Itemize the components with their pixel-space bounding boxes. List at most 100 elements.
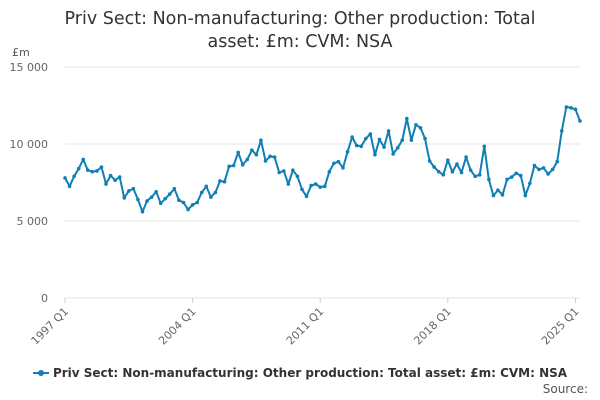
data-point[interactable] [295,174,300,179]
data-point[interactable] [286,182,291,186]
data-point[interactable] [277,170,282,175]
data-point[interactable] [131,186,136,191]
data-point[interactable] [108,173,113,178]
data-point[interactable] [487,177,491,182]
data-point[interactable] [281,169,286,173]
data-point[interactable] [496,188,500,192]
data-point[interactable] [213,190,218,195]
data-point[interactable] [359,144,364,149]
legend-item[interactable]: Priv Sect: Non-manufacturing: Other prod… [32,366,567,380]
data-point[interactable] [441,173,446,177]
data-point[interactable] [446,158,450,162]
data-point[interactable] [227,164,231,169]
data-point[interactable] [67,184,72,189]
data-point[interactable] [450,169,455,174]
data-point[interactable] [409,138,414,142]
data-point[interactable] [505,177,509,182]
data-point[interactable] [432,165,436,169]
data-point[interactable] [268,154,272,159]
data-point[interactable] [455,162,459,166]
data-point[interactable] [186,207,190,212]
data-point[interactable] [209,195,213,199]
data-point[interactable] [136,197,140,202]
data-point[interactable] [418,126,423,130]
data-point[interactable] [518,173,523,178]
data-point[interactable] [341,166,345,170]
data-point[interactable] [304,194,309,199]
data-point[interactable] [400,138,405,142]
data-point[interactable] [523,193,528,198]
data-point[interactable] [236,150,240,155]
data-point[interactable] [313,182,318,186]
data-point[interactable] [145,199,149,203]
data-point[interactable] [514,171,518,176]
data-point[interactable] [291,168,295,172]
data-point[interactable] [528,181,532,186]
data-point[interactable] [240,162,245,167]
data-point[interactable] [117,175,122,179]
data-point[interactable] [199,190,204,195]
data-point[interactable] [555,159,560,164]
data-point[interactable] [190,203,195,207]
data-point[interactable] [386,129,391,133]
data-point[interactable] [573,107,578,112]
data-point[interactable] [564,105,569,109]
data-point[interactable] [85,168,90,172]
data-point[interactable] [482,144,487,149]
data-point[interactable] [63,176,67,180]
data-point[interactable] [373,152,377,157]
data-point[interactable] [436,169,441,174]
data-point[interactable] [491,193,496,198]
data-point[interactable] [95,169,99,173]
data-point[interactable] [546,172,550,176]
data-point[interactable] [509,175,514,179]
data-point[interactable] [559,129,564,133]
data-point[interactable] [363,136,368,141]
data-point[interactable] [477,173,482,177]
data-point[interactable] [345,149,350,154]
data-point[interactable] [500,193,505,197]
data-point[interactable] [245,157,250,162]
data-point[interactable] [322,184,327,189]
data-point[interactable] [90,169,95,174]
data-point[interactable] [218,179,222,183]
data-point[interactable] [195,200,199,205]
data-point[interactable] [263,159,268,163]
data-point[interactable] [113,178,117,182]
data-point[interactable] [578,119,582,123]
data-point[interactable] [231,163,236,168]
data-point[interactable] [127,189,131,193]
data-point[interactable] [272,155,277,159]
data-point[interactable] [414,122,418,127]
data-point[interactable] [259,138,263,142]
data-point[interactable] [181,200,186,205]
data-point[interactable] [99,165,104,169]
data-point[interactable] [541,166,546,170]
data-point[interactable] [427,159,432,163]
data-point[interactable] [459,170,464,175]
data-point[interactable] [332,161,336,166]
data-point[interactable] [81,157,86,162]
data-point[interactable] [168,192,172,196]
data-point[interactable] [222,179,227,184]
data-point[interactable] [149,195,154,199]
data-point[interactable] [204,184,209,189]
data-point[interactable] [468,168,473,172]
data-point[interactable] [309,183,313,188]
data-point[interactable] [300,187,304,192]
data-point[interactable] [172,186,177,191]
data-point[interactable] [104,182,108,186]
data-point[interactable] [354,143,359,148]
data-point[interactable] [318,185,323,189]
data-point[interactable] [569,106,573,110]
data-point[interactable] [72,174,76,179]
data-point[interactable] [76,166,81,171]
data-point[interactable] [154,189,158,194]
data-point[interactable] [163,196,168,201]
data-point[interactable] [377,137,382,142]
data-point[interactable] [405,116,409,121]
data-point[interactable] [177,198,181,203]
legend[interactable]: Priv Sect: Non-manufacturing: Other prod… [0,366,600,381]
data-point[interactable] [350,135,354,139]
data-point[interactable] [336,159,341,164]
